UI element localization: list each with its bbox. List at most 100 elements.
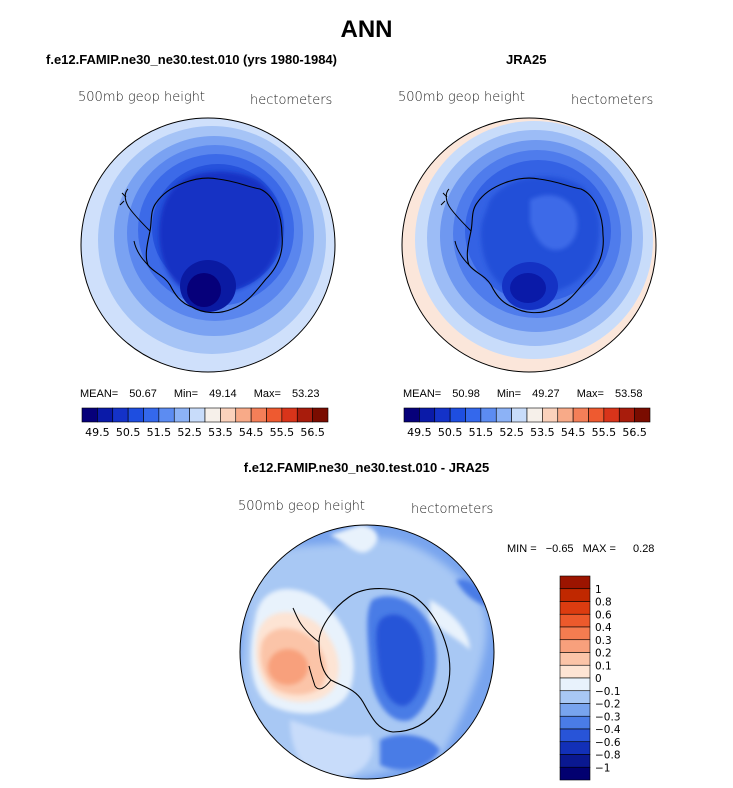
left-colorbar-box xyxy=(143,407,160,423)
diff-colorbar-tick-label: 0.2 xyxy=(595,648,612,660)
left-polar-map xyxy=(80,117,336,373)
right-colorbar-box xyxy=(542,407,559,423)
map-c-negative-4 xyxy=(456,579,488,606)
left-colorbar-box xyxy=(220,407,237,423)
left-colorbar-tick-label: 52.5 xyxy=(177,426,202,439)
diff-colorbar-tick-label: −0.4 xyxy=(595,724,621,736)
diff-colorbar-box xyxy=(559,754,591,768)
right-colorbar-box xyxy=(434,407,451,423)
main-title: ANN xyxy=(340,16,393,43)
diff-colorbar-box xyxy=(559,588,591,602)
left-colorbar-tick-label: 54.5 xyxy=(239,426,264,439)
right-colorbar-box xyxy=(480,407,497,423)
right-min-value: 49.27 xyxy=(532,388,560,400)
diff-colorbar-box xyxy=(559,703,591,717)
left-colorbar-tick-label: 56.5 xyxy=(300,426,325,439)
left-colorbar-box xyxy=(312,407,329,423)
map-c-negative-3 xyxy=(380,734,440,770)
left-panel-title: f.e12.FAMIP.ne30_ne30.test.010 (yrs 1980… xyxy=(46,52,337,67)
left-colorbar-box xyxy=(296,407,313,423)
right-colorbar-box xyxy=(495,407,512,423)
map-c-negative-2 xyxy=(376,614,424,706)
diff-colorbar-tick-label: 0.4 xyxy=(595,622,612,634)
diff-colorbar-tick-label: −0.8 xyxy=(595,750,621,762)
right-max-label: Max= xyxy=(576,388,604,400)
right-mean-label: MEAN= xyxy=(403,388,442,400)
map-a-border xyxy=(80,117,336,373)
diff-variable-label: 500mb geop height xyxy=(238,499,365,514)
diff-stats: MIN = −0.65 MAX = 0.28 xyxy=(507,543,654,555)
right-stats: MEAN= 50.98 Min= 49.27 Max= 53.58 xyxy=(403,388,643,400)
map-c-border xyxy=(239,524,495,780)
diff-units-label: hectometers xyxy=(411,502,494,517)
right-panel-title: JRA25 xyxy=(506,52,547,67)
diff-colorbar-tick-label: −0.1 xyxy=(595,686,621,698)
diff-colorbar: 10.80.60.40.30.20.10−0.1−0.2−0.3−0.4−0.6… xyxy=(559,575,621,781)
diff-max-label: MAX = xyxy=(582,543,616,555)
left-units-label: hectometers xyxy=(250,93,333,108)
right-colorbar-tick-label: 50.5 xyxy=(438,426,463,439)
diff-colorbar-tick-label: −0.2 xyxy=(595,699,621,711)
left-colorbar-box xyxy=(127,407,144,423)
left-colorbar-box xyxy=(235,407,252,423)
diff-min-value: −0.65 xyxy=(545,543,574,555)
diff-colorbar-box xyxy=(559,575,591,590)
left-max-value: 53.23 xyxy=(291,388,320,400)
left-colorbar-tick-label: 55.5 xyxy=(270,426,295,439)
left-colorbar-box xyxy=(158,407,175,423)
diff-colorbar-tick-label: −0.3 xyxy=(595,711,621,723)
right-colorbar-box xyxy=(511,407,528,423)
left-variable-label: 500mb geop height xyxy=(78,90,205,105)
diff-colorbar-tick-label: 0.8 xyxy=(595,597,612,609)
diff-colorbar-tick-label: −1 xyxy=(595,762,610,774)
right-colorbar-tick-label: 55.5 xyxy=(592,426,617,439)
diff-colorbar-box xyxy=(559,626,591,641)
right-colorbar-tick-label: 51.5 xyxy=(469,426,494,439)
diff-colorbar-box xyxy=(559,690,591,704)
diff-colorbar-box xyxy=(559,652,591,666)
diff-polar-map xyxy=(239,524,495,780)
left-colorbar-box xyxy=(281,407,298,423)
left-colorbar-tick-label: 49.5 xyxy=(85,426,110,439)
left-mean-label: MEAN= xyxy=(80,388,119,400)
right-colorbar-box xyxy=(603,407,620,423)
map-b-low-2 xyxy=(510,273,546,303)
right-colorbar-box xyxy=(572,407,589,423)
diff-colorbar-tick-label: −0.6 xyxy=(595,737,621,749)
right-colorbar-box xyxy=(618,407,635,423)
right-colorbar-box xyxy=(403,407,420,423)
left-colorbar-box xyxy=(204,407,221,423)
map-c-light-3 xyxy=(290,720,373,779)
left-stats: MEAN= 50.67 Min= 49.14 Max= 53.23 xyxy=(80,388,320,400)
left-colorbar-box xyxy=(112,407,129,423)
left-min-value: 49.14 xyxy=(209,388,237,400)
diff-panel-title: f.e12.FAMIP.ne30_ne30.test.010 - JRA25 xyxy=(243,460,490,475)
map-a-low-2 xyxy=(187,273,221,307)
diff-colorbar-box xyxy=(559,639,591,653)
map-a-core xyxy=(159,171,282,295)
right-colorbar-tick-label: 52.5 xyxy=(499,426,524,439)
right-colorbar-box xyxy=(557,407,574,423)
right-colorbar-box xyxy=(588,407,605,423)
left-colorbar-box xyxy=(266,407,283,423)
right-units-label: hectometers xyxy=(571,93,654,108)
right-colorbar-box xyxy=(634,407,651,423)
left-colorbar-box xyxy=(189,407,206,423)
diff-colorbar-box xyxy=(559,741,591,755)
diff-colorbar-box xyxy=(559,766,591,781)
right-colorbar-tick-label: 54.5 xyxy=(561,426,586,439)
left-colorbar-box xyxy=(97,407,114,423)
diff-max-value: 0.28 xyxy=(633,543,655,555)
right-colorbar-box xyxy=(419,407,436,423)
diff-colorbar-box xyxy=(559,601,591,615)
right-min-label: Min= xyxy=(496,388,522,400)
left-colorbar-box xyxy=(173,407,190,423)
right-colorbar-tick-label: 53.5 xyxy=(530,426,555,439)
diff-colorbar-tick-label: 0.3 xyxy=(595,635,612,647)
left-colorbar-box xyxy=(81,407,98,423)
left-colorbar: 49.5 50.5 51.5 52.5 53.5 54.5 55.5 56.5 xyxy=(81,407,329,439)
diff-colorbar-box xyxy=(559,613,591,628)
map-b-high xyxy=(530,195,578,250)
right-colorbar-box xyxy=(526,407,543,423)
